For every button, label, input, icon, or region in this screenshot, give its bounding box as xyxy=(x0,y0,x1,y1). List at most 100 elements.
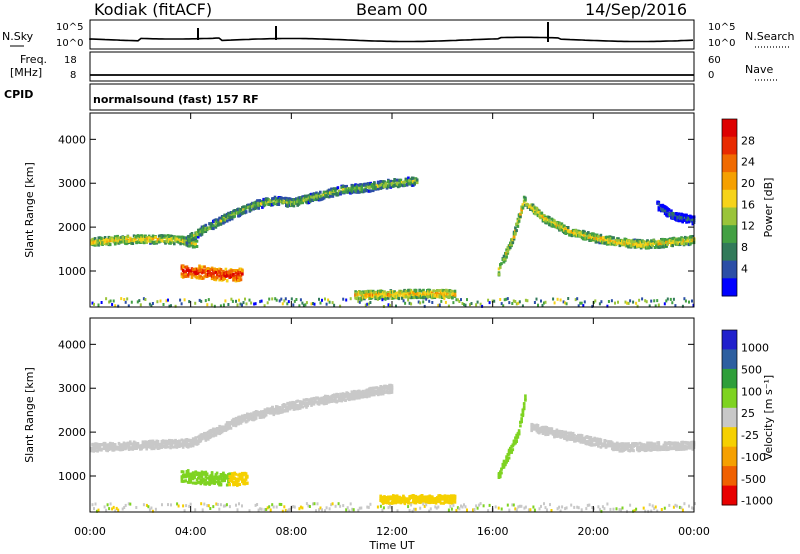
cell xyxy=(214,480,218,484)
cell xyxy=(291,405,294,409)
cell xyxy=(181,445,185,449)
cell xyxy=(540,299,542,303)
cell xyxy=(597,439,600,442)
cell xyxy=(656,299,659,303)
nsky-label: N.Sky xyxy=(2,30,34,43)
cell xyxy=(105,240,108,243)
cell xyxy=(599,233,603,237)
cell xyxy=(453,497,457,501)
cell xyxy=(360,185,364,189)
cell xyxy=(286,202,289,206)
cell xyxy=(680,215,683,219)
cell xyxy=(327,400,331,404)
cell xyxy=(100,447,103,451)
cell xyxy=(548,216,551,219)
cell xyxy=(636,442,639,446)
cell xyxy=(404,301,407,305)
cell xyxy=(461,302,464,305)
cell xyxy=(127,304,130,308)
cell xyxy=(230,419,234,423)
cell xyxy=(479,302,482,306)
cell xyxy=(607,300,610,303)
cell xyxy=(148,302,151,306)
feature-blob-orange xyxy=(228,471,249,487)
cell xyxy=(136,300,139,304)
cell xyxy=(437,494,440,498)
cell xyxy=(633,243,637,247)
cell xyxy=(205,472,209,476)
freq-label-1: Freq. xyxy=(20,53,48,66)
cell xyxy=(675,218,678,222)
cell xyxy=(456,298,459,302)
cell xyxy=(453,289,457,293)
cell xyxy=(225,483,229,487)
cell xyxy=(191,444,195,448)
cell xyxy=(390,384,394,388)
cell xyxy=(228,483,231,487)
cell xyxy=(195,239,199,243)
cell xyxy=(242,301,245,305)
cell xyxy=(241,303,243,307)
cell xyxy=(238,472,242,476)
cell xyxy=(91,301,94,305)
cell xyxy=(403,183,406,187)
cell xyxy=(181,265,185,269)
cell xyxy=(213,267,216,271)
cell xyxy=(188,240,191,244)
cell xyxy=(198,298,201,302)
cell xyxy=(641,297,644,301)
cell xyxy=(578,231,581,235)
cell xyxy=(312,302,314,305)
cell xyxy=(405,182,409,186)
cell xyxy=(521,408,525,412)
cell xyxy=(131,242,135,245)
cell xyxy=(511,448,515,452)
cell xyxy=(533,301,536,304)
cell xyxy=(351,188,355,192)
cell xyxy=(636,304,639,308)
cell xyxy=(597,444,600,448)
cell xyxy=(236,277,239,281)
cell xyxy=(594,437,598,441)
cell xyxy=(378,292,381,295)
cell xyxy=(672,240,676,244)
cell xyxy=(200,232,204,236)
cell xyxy=(121,236,125,239)
cell xyxy=(197,271,200,275)
cell xyxy=(453,500,457,504)
cell xyxy=(524,394,527,398)
cell xyxy=(366,389,370,393)
cell xyxy=(225,219,229,223)
cell xyxy=(194,270,197,274)
cell xyxy=(107,242,111,245)
cell xyxy=(389,304,391,308)
cell xyxy=(199,439,203,443)
cell xyxy=(120,240,123,244)
cell xyxy=(443,494,447,498)
cell xyxy=(150,239,153,243)
cell xyxy=(564,433,567,437)
cell xyxy=(550,221,554,224)
cell xyxy=(366,392,370,396)
cell xyxy=(400,183,404,187)
cell xyxy=(506,297,509,301)
cell xyxy=(627,442,630,446)
cell xyxy=(403,496,406,500)
cell xyxy=(599,439,603,443)
cell xyxy=(671,242,674,246)
cell xyxy=(650,245,653,249)
cell xyxy=(189,477,192,481)
cell xyxy=(113,235,117,239)
cell xyxy=(560,224,564,228)
cell xyxy=(398,290,401,294)
cell xyxy=(105,297,108,301)
cell xyxy=(543,214,546,218)
cell xyxy=(246,481,249,485)
cell xyxy=(327,298,330,302)
cell xyxy=(511,241,515,245)
cell xyxy=(437,498,440,502)
cell xyxy=(364,188,367,192)
cell xyxy=(670,213,673,217)
cell xyxy=(635,301,638,305)
cell xyxy=(442,501,445,505)
